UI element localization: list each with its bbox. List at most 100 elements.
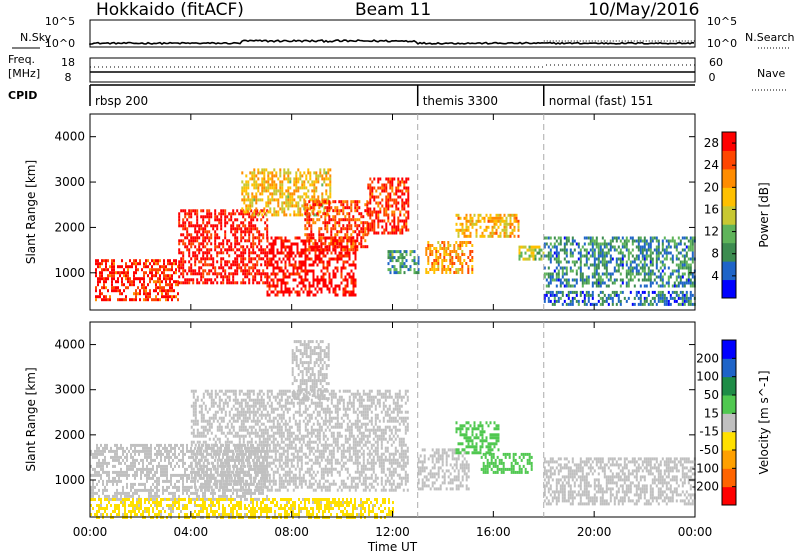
power-cell [297, 210, 300, 214]
power-cell [393, 213, 396, 217]
power-cell [316, 245, 319, 249]
power-cell [232, 248, 235, 252]
power-cell [240, 227, 243, 231]
power-cell [689, 272, 692, 276]
power-cell [517, 234, 520, 238]
power-cell [157, 262, 159, 266]
velocity-cell [110, 497, 112, 501]
velocity-cell [190, 446, 192, 450]
velocity-cell [194, 482, 196, 486]
power-cell [296, 269, 299, 273]
power-cell [242, 269, 245, 273]
velocity-cell [204, 407, 207, 411]
power-cell [178, 242, 181, 246]
power-cell [291, 201, 294, 205]
power-cell [334, 248, 337, 252]
power-cell [475, 234, 478, 238]
power-cell [461, 222, 464, 226]
power-cell [165, 292, 167, 296]
power-cell [312, 209, 315, 213]
power-cell [397, 201, 400, 205]
power-cell [301, 183, 304, 187]
power-cell [350, 200, 353, 204]
power-cell [244, 272, 247, 276]
velocity-cell [192, 413, 195, 417]
power-cell [308, 287, 311, 291]
velocity-cell [240, 482, 242, 486]
velocity-cell [196, 452, 199, 456]
power-cell [222, 209, 225, 213]
power-cell [407, 192, 410, 196]
power-cell [322, 212, 325, 216]
power-cell [252, 281, 255, 285]
power-cell [299, 186, 302, 190]
power-cell [224, 209, 227, 213]
power-cell [135, 289, 137, 293]
power-cell [169, 295, 171, 299]
velocity-cell [132, 455, 134, 459]
power-cell [369, 228, 372, 232]
velocity-cell [98, 494, 100, 498]
power-cell [216, 251, 219, 255]
power-cell [591, 248, 594, 252]
power-cell [194, 269, 197, 273]
power-cell [180, 260, 183, 264]
power-cell [265, 204, 268, 208]
power-cell [246, 227, 249, 231]
power-cell [340, 254, 343, 258]
power-cell [190, 257, 193, 261]
power-cell [311, 183, 314, 187]
power-cell [409, 265, 412, 269]
power-cell [387, 231, 390, 235]
velocity-cell [118, 473, 120, 477]
power-cell [137, 292, 139, 296]
power-cell [348, 236, 351, 240]
power-cell [250, 227, 253, 231]
power-cell [145, 265, 147, 269]
velocity-cell [226, 482, 228, 486]
power-cell [260, 218, 263, 222]
power-cell [280, 245, 283, 249]
power-cell [169, 262, 171, 266]
power-cell [625, 260, 628, 264]
velocity-cell [194, 434, 197, 438]
velocity-cell [156, 452, 158, 456]
power-cell [346, 224, 349, 228]
velocity-cell [94, 485, 96, 489]
power-cell [220, 257, 223, 261]
power-cell [549, 299, 552, 303]
power-cell [222, 251, 225, 255]
power-cell [655, 236, 658, 240]
power-cell [153, 289, 155, 293]
power-cell [619, 251, 622, 255]
power-cell [182, 257, 185, 261]
power-cell [264, 227, 267, 231]
power-cell [330, 284, 333, 288]
power-cell [190, 245, 193, 249]
velocity-cell [224, 458, 227, 462]
power-cell [263, 183, 266, 187]
power-cell [259, 171, 262, 175]
power-cell [555, 245, 558, 249]
power-cell [171, 268, 173, 272]
power-cell [194, 209, 197, 213]
power-cell [518, 254, 521, 258]
velocity-cell [208, 392, 211, 396]
power-cell [369, 186, 372, 190]
power-cell [352, 242, 355, 246]
power-cell [397, 177, 400, 181]
power-cell [228, 272, 231, 276]
power-cell [309, 204, 312, 208]
power-cell [364, 245, 367, 249]
velocity-cell [158, 449, 160, 453]
power-cell [401, 207, 404, 211]
velocity-cell [212, 413, 215, 417]
velocity-cell [254, 464, 256, 468]
power-cell [673, 299, 676, 303]
power-cell [289, 213, 292, 217]
power-cell [352, 200, 355, 204]
power-cell [683, 296, 686, 300]
power-cell [163, 274, 165, 278]
velocity-cell [220, 458, 223, 462]
velocity-cell [132, 443, 134, 447]
